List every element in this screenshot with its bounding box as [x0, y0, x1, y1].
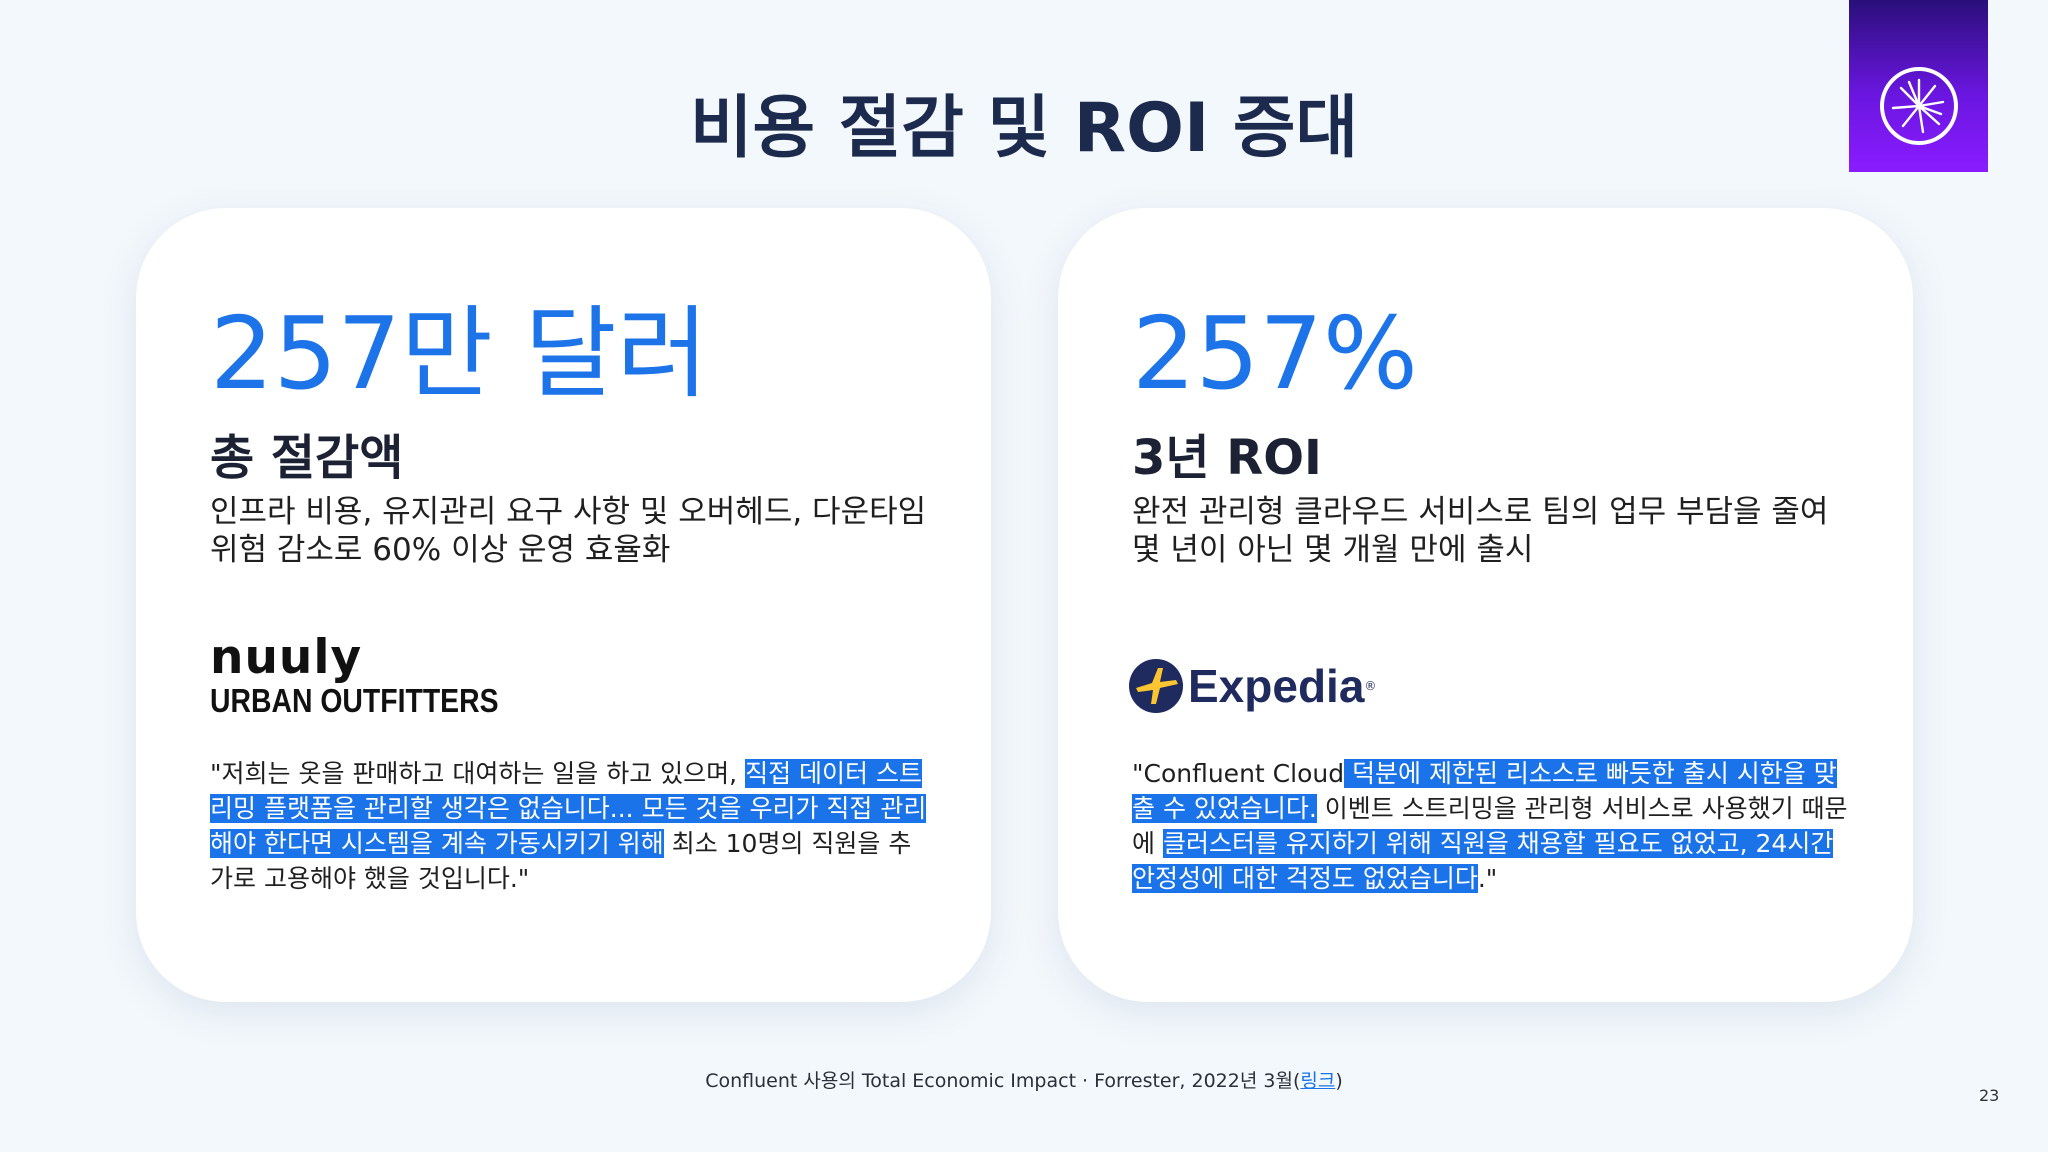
savings-description: 인프라 비용, 유지관리 요구 사항 및 오버헤드, 다운타임 위험 감소로 6…: [210, 494, 927, 568]
quote-text: "저희는 옷을 판매하고 대여하는 일을 하고 있으며,: [210, 759, 746, 788]
quote-highlight: 직접 데이터 스트리밍 플랫폼을 관리할 생각은 없습니다... 모든 것을 우…: [210, 759, 927, 858]
expedia-quote: "Confluent Cloud 덕분에 제한된 리소스로 빠듯한 출시 시한을…: [1132, 756, 1852, 896]
roi-description: 완전 관리형 클라우드 서비스로 팀의 업무 부담을 줄여 몇 년이 아닌 몇 …: [1132, 494, 1829, 568]
footer-end: ): [1335, 1070, 1343, 1092]
registered-mark: ®: [1364, 679, 1377, 693]
quote-text: "Confluent Cloud: [1132, 759, 1345, 788]
slide-title: 비용 절감 및 ROI 증대: [689, 89, 1359, 168]
expedia-plane-icon: [1129, 659, 1183, 713]
quote-text: 최소 10명의 직원을 추가로 고용해야 했을 것입니다.": [210, 829, 912, 893]
nuuly-logo: nuuly URBAN OUTFITTERS: [210, 630, 545, 720]
roi-subtitle: 3년 ROI: [1132, 430, 1322, 486]
expedia-logo: Expedia ®: [1128, 658, 1376, 714]
nuuly-wordmark: nuuly: [210, 630, 363, 685]
savings-card: 257만 달러 총 절감액 인프라 비용, 유지관리 요구 사항 및 오버헤드,…: [136, 208, 991, 1002]
source-link[interactable]: 링크: [1300, 1070, 1336, 1092]
confluent-logo: [1849, 0, 1988, 172]
urban-outfitters-wordmark: URBAN OUTFITTERS: [210, 682, 499, 719]
nuuly-quote: "저희는 옷을 판매하고 대여하는 일을 하고 있으며, 직접 데이터 스트리밍…: [210, 756, 930, 896]
confluent-starburst-icon: [1880, 67, 1958, 145]
quote-text: .": [1477, 864, 1498, 893]
footer-text: Confluent 사용의 Total Economic Impact · Fo…: [705, 1070, 1301, 1092]
savings-amount: 257만 달러: [210, 295, 709, 412]
source-footer: Confluent 사용의 Total Economic Impact · Fo…: [0, 1066, 2048, 1093]
roi-percentage: 257%: [1132, 295, 1418, 412]
savings-subtitle: 총 절감액: [210, 430, 404, 486]
page-number: 23: [1979, 1086, 2000, 1105]
roi-card: 257% 3년 ROI 완전 관리형 클라우드 서비스로 팀의 업무 부담을 줄…: [1058, 208, 1913, 1002]
quote-text: 이벤트 스트리밍을 관리형 서비스로 사용했기 때문에: [1132, 794, 1848, 858]
expedia-wordmark: Expedia: [1188, 660, 1365, 712]
